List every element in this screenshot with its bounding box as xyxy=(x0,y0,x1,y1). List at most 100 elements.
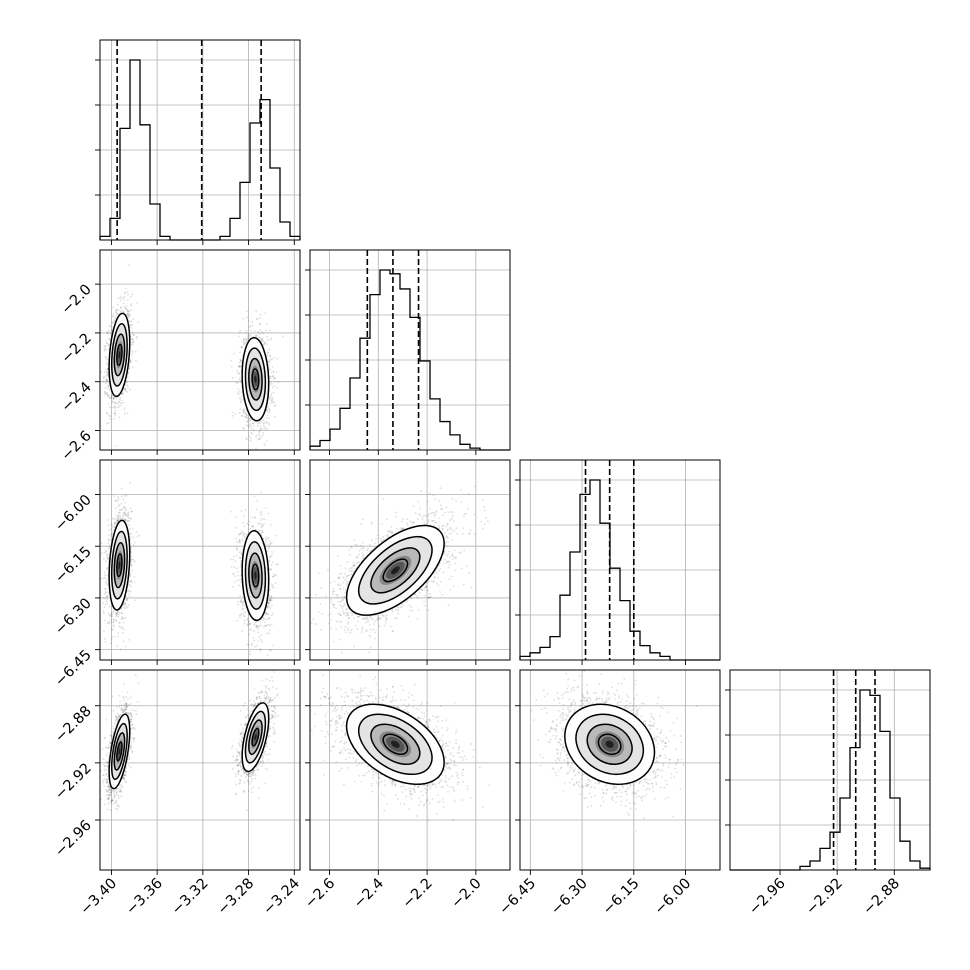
scatter-point xyxy=(95,372,97,374)
scatter-point xyxy=(106,367,109,370)
scatter-point xyxy=(120,399,123,402)
scatter-point xyxy=(268,559,271,561)
scatter-point xyxy=(122,617,125,620)
scatter-point xyxy=(130,560,132,563)
scatter-point xyxy=(249,420,251,423)
scatter-point xyxy=(260,491,262,494)
scatter-point xyxy=(106,622,109,625)
scatter-point xyxy=(240,532,243,535)
scatter-point xyxy=(246,522,249,525)
scatter-point xyxy=(101,552,103,555)
scatter-point xyxy=(238,378,241,381)
scatter-point xyxy=(123,412,126,415)
scatter-point xyxy=(106,519,109,521)
scatter-point xyxy=(123,501,126,504)
scatter-point xyxy=(132,544,135,547)
scatter-point xyxy=(105,356,108,358)
scatter-point xyxy=(107,591,110,594)
scatter-point xyxy=(120,495,123,498)
scatter-point xyxy=(260,420,263,423)
scatter-point xyxy=(258,430,261,433)
scatter-point xyxy=(123,506,126,508)
scatter-point xyxy=(271,375,274,377)
scatter-point xyxy=(104,375,106,378)
scatter-point xyxy=(247,337,249,340)
scatter-point xyxy=(124,307,127,310)
scatter-point xyxy=(112,618,115,621)
scatter-point xyxy=(262,422,265,425)
scatter-point xyxy=(109,396,112,399)
scatter-point xyxy=(107,621,110,623)
scatter-point xyxy=(241,629,244,632)
scatter-point xyxy=(273,356,275,359)
scatter-point xyxy=(116,519,119,522)
panel-frame-1-0 xyxy=(99,249,301,451)
scatter-point xyxy=(122,604,125,607)
scatter-point xyxy=(133,576,136,578)
scatter-point xyxy=(258,332,261,335)
scatter-point xyxy=(238,390,241,393)
scatter-point xyxy=(107,394,110,397)
scatter-point xyxy=(267,598,270,601)
scatter-point xyxy=(117,297,120,299)
scatter-point xyxy=(121,617,124,620)
scatter-point xyxy=(103,606,106,609)
scatter-point xyxy=(270,337,273,340)
scatter-point xyxy=(113,495,116,497)
scatter-point xyxy=(119,297,122,300)
scatter-point xyxy=(117,511,120,514)
scatter-point xyxy=(247,336,250,339)
scatter-point xyxy=(240,359,242,362)
scatter-point xyxy=(261,337,264,340)
scatter-point xyxy=(269,649,272,652)
scatter-point xyxy=(129,295,132,298)
scatter-point xyxy=(242,600,245,603)
scatter-point xyxy=(120,487,123,490)
scatter-point xyxy=(256,628,259,631)
scatter-point xyxy=(258,434,260,436)
scatter-point xyxy=(112,529,115,532)
scatter-point xyxy=(255,317,258,320)
scatter-point xyxy=(239,377,241,379)
scatter-point xyxy=(246,624,249,627)
scatter-point xyxy=(118,621,121,624)
scatter-point xyxy=(255,310,258,313)
scatter-point xyxy=(265,440,268,443)
scatter-point xyxy=(273,574,276,577)
scatter-point xyxy=(106,373,109,376)
scatter-point xyxy=(256,508,258,511)
scatter-point xyxy=(117,517,120,520)
scatter-point xyxy=(267,339,269,342)
scatter-point xyxy=(113,526,116,529)
scatter-point xyxy=(237,603,240,606)
scatter-point xyxy=(261,338,264,341)
scatter-point xyxy=(117,519,120,521)
scatter-point xyxy=(270,392,273,395)
scatter-point xyxy=(242,411,245,414)
scatter-point xyxy=(274,376,277,379)
scatter-point xyxy=(113,521,116,524)
scatter-point xyxy=(108,344,110,346)
scatter-point xyxy=(256,626,259,628)
scatter-point xyxy=(269,354,272,357)
scatter-point xyxy=(102,557,105,560)
histogram-step-1 xyxy=(309,269,510,451)
scatter-point xyxy=(265,611,268,614)
scatter-point xyxy=(242,531,245,534)
scatter-point xyxy=(242,615,245,617)
scatter-point xyxy=(123,507,125,510)
scatter-point xyxy=(106,557,109,560)
scatter-point xyxy=(268,366,270,369)
scatter-point xyxy=(108,388,111,391)
scatter-point xyxy=(275,371,278,373)
scatter-point xyxy=(115,612,118,615)
scatter-point xyxy=(106,331,109,334)
scatter-point xyxy=(273,377,276,380)
scatter-point xyxy=(117,505,120,508)
scatter-point xyxy=(241,538,244,540)
scatter-point xyxy=(130,327,133,329)
scatter-point xyxy=(260,514,263,517)
scatter-point xyxy=(267,351,270,354)
scatter-point xyxy=(110,523,113,525)
scatter-point xyxy=(112,313,115,316)
